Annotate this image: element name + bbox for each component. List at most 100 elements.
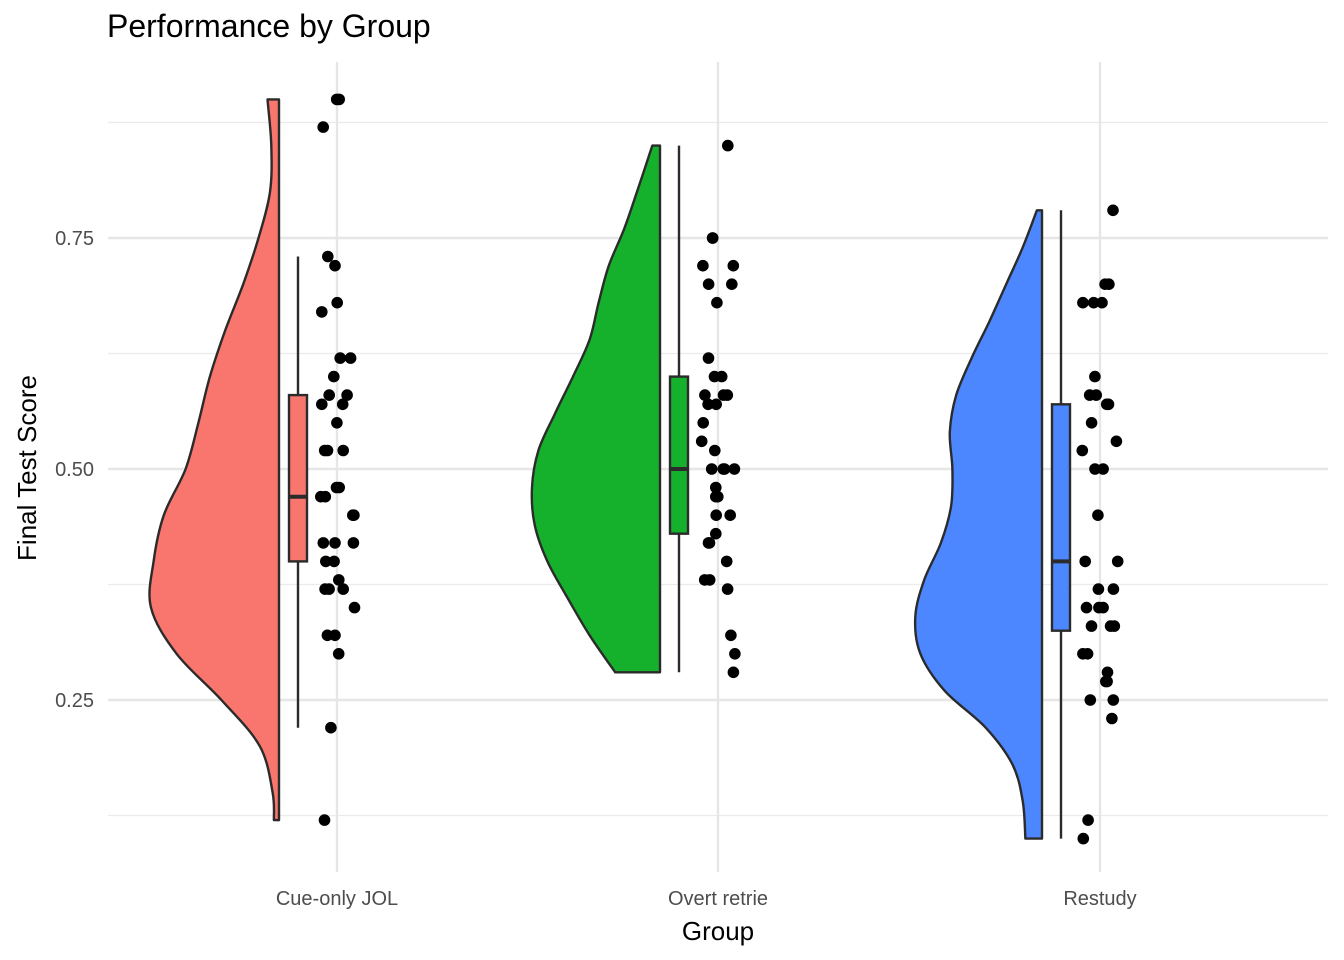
data-point — [317, 121, 330, 133]
data-point — [332, 648, 345, 660]
data-point — [316, 306, 328, 318]
data-point — [1101, 666, 1114, 679]
data-point — [331, 296, 344, 309]
data-point — [1090, 389, 1102, 401]
data-point — [722, 139, 734, 152]
data-point — [695, 435, 708, 448]
data-point — [319, 583, 331, 595]
data-point — [702, 278, 715, 291]
data-point — [1092, 583, 1105, 595]
data-point — [727, 666, 740, 679]
data-point — [325, 721, 337, 734]
box-1 — [668, 375, 690, 535]
data-point — [334, 352, 347, 364]
data-point — [333, 574, 345, 586]
data-point — [710, 509, 722, 521]
density-clouds — [148, 98, 1044, 840]
data-point — [1089, 463, 1101, 475]
data-point — [1089, 370, 1101, 383]
y-tick-label: 0.25 — [55, 690, 94, 712]
data-point — [331, 417, 343, 429]
data-point — [1084, 694, 1097, 706]
data-point — [726, 278, 738, 291]
data-point — [729, 648, 741, 660]
data-point — [337, 583, 350, 595]
data-point — [348, 509, 360, 521]
data-point — [1082, 814, 1094, 826]
data-point — [1108, 620, 1121, 632]
data-point — [710, 490, 722, 503]
x-axis-title: Group — [682, 916, 754, 946]
data-point — [328, 555, 340, 568]
boxplots — [287, 145, 1072, 839]
data-point — [710, 398, 722, 411]
data-point — [323, 389, 336, 401]
data-point — [1079, 555, 1091, 568]
data-point — [1077, 832, 1090, 845]
data-point — [699, 389, 711, 401]
density-cloud-2 — [913, 209, 1044, 840]
data-point — [711, 296, 723, 309]
data-point — [1097, 463, 1109, 475]
data-point — [1085, 417, 1098, 429]
data-point — [703, 574, 716, 586]
chart-title: Performance by Group — [107, 8, 431, 44]
data-point — [329, 537, 341, 549]
data-point — [717, 463, 730, 475]
x-tick-label: Restudy — [1063, 888, 1136, 910]
data-point — [1107, 694, 1120, 706]
data-point — [316, 398, 328, 411]
data-point — [727, 259, 740, 272]
data-point — [717, 389, 730, 401]
data-point — [1093, 601, 1105, 614]
data-point — [709, 444, 721, 457]
data-point — [1081, 648, 1094, 660]
data-point — [710, 527, 722, 540]
data-point — [336, 398, 349, 411]
data-point — [344, 352, 357, 364]
data-point — [1087, 296, 1100, 309]
density-cloud-1 — [530, 144, 662, 674]
data-point — [697, 259, 709, 272]
data-point — [321, 629, 334, 642]
data-point — [1106, 712, 1118, 725]
data-point — [702, 398, 714, 411]
data-point — [697, 417, 709, 429]
data-point — [1096, 296, 1108, 309]
x-tick-labels: Cue-only JOL Overt retrie Restudy — [276, 888, 1137, 910]
data-point — [725, 629, 737, 642]
data-point — [1076, 444, 1089, 457]
y-axis-title: Final Test Score — [12, 375, 42, 561]
data-point — [728, 463, 741, 475]
data-point — [341, 389, 353, 401]
data-point — [721, 583, 734, 595]
data-point — [708, 370, 721, 383]
data-point — [328, 370, 340, 383]
data-point — [333, 93, 346, 106]
data-point — [1100, 675, 1112, 688]
data-point — [1085, 620, 1098, 632]
data-point — [720, 555, 733, 568]
data-point — [706, 232, 719, 244]
data-point — [1092, 509, 1104, 521]
y-tick-label: 0.50 — [55, 459, 94, 481]
data-point — [1107, 583, 1120, 595]
data-point — [322, 250, 334, 263]
box-0 — [287, 393, 309, 563]
data-point — [1102, 398, 1115, 411]
x-tick-label: Overt retrie — [668, 888, 768, 910]
y-tick-labels: 0.25 0.50 0.75 — [55, 228, 94, 712]
y-tick-label: 0.75 — [55, 228, 94, 250]
data-point — [317, 537, 330, 549]
data-point — [1080, 601, 1093, 614]
density-cloud-0 — [148, 98, 281, 822]
data-point — [347, 537, 360, 549]
data-point — [348, 601, 361, 614]
data-point — [724, 509, 736, 521]
data-point — [702, 537, 715, 549]
data-point — [1107, 204, 1119, 217]
data-point — [329, 259, 341, 272]
data-point — [1099, 278, 1111, 291]
data-point — [1110, 435, 1123, 448]
